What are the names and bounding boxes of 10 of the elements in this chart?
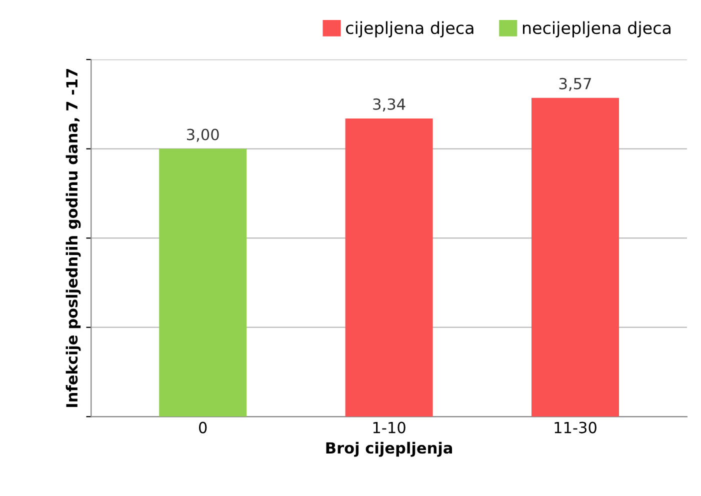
y-axis-title: Infekcije posljednjih godinu dana, 7 -17 [66, 69, 81, 407]
legend-label: cijepljena djeca [346, 21, 474, 38]
data-label: 3,00 [187, 128, 219, 142]
x-tick-label: 11-30 [554, 422, 596, 434]
x-tick-label: 0 [199, 422, 207, 434]
legend-label: necijepljena djeca [522, 21, 670, 38]
x-tick-label: 1-10 [373, 422, 406, 434]
data-label: 3,34 [373, 98, 406, 112]
data-label: 3,57 [559, 78, 591, 91]
x-axis-title: Broj cijepljenja [326, 442, 452, 457]
